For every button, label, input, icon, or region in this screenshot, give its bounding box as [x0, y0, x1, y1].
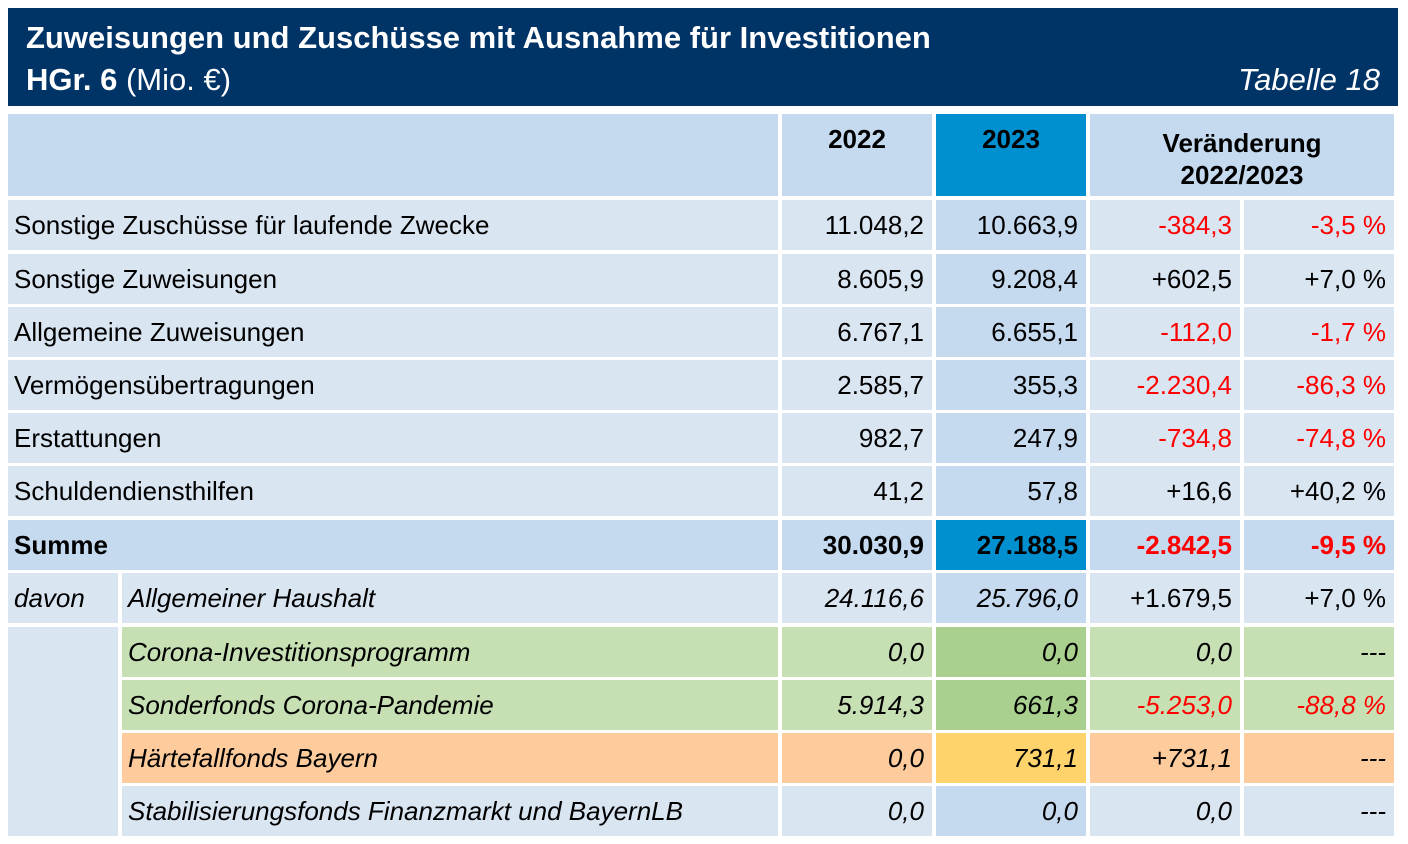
title: Zuweisungen und Zuschüsse mit Ausnahme f…: [26, 20, 931, 55]
row-label: Sonderfonds Corona-Pandemie: [122, 680, 778, 730]
value-cell: 0,0: [1090, 786, 1240, 836]
value-cell: -384,3: [1090, 200, 1240, 250]
row-label: Stabilisierungsfonds Finanzmarkt und Bay…: [122, 786, 778, 836]
value-cell: 247,9: [936, 413, 1086, 463]
value-cell: 24.116,6: [782, 573, 932, 623]
value-cell: 25.796,0: [936, 573, 1086, 623]
value-cell: 57,8: [936, 466, 1086, 516]
value-cell: 731,1: [936, 733, 1086, 783]
row-label: Schuldendiensthilfen: [8, 466, 778, 516]
subtitle: HGr. 6 (Mio. €): [26, 62, 231, 98]
value-cell: -86,3 %: [1244, 360, 1394, 410]
value-cell: 41,2: [782, 466, 932, 516]
davon-spacer: [8, 627, 118, 836]
value-cell: 9.208,4: [936, 254, 1086, 304]
value-cell: +40,2 %: [1244, 466, 1394, 516]
value-cell: ---: [1244, 786, 1394, 836]
value-cell: -3,5 %: [1244, 200, 1394, 250]
value-cell: 2.585,7: [782, 360, 932, 410]
table-number: Tabelle 18: [1238, 62, 1380, 97]
value-cell: 27.188,5: [936, 520, 1086, 570]
value-cell: 8.605,9: [782, 254, 932, 304]
row-label: Sonstige Zuschüsse für laufende Zwecke: [8, 200, 778, 250]
value-cell: 10.663,9: [936, 200, 1086, 250]
value-cell: 30.030,9: [782, 520, 932, 570]
value-cell: 0,0: [782, 733, 932, 783]
value-cell: -5.253,0: [1090, 680, 1240, 730]
value-cell: -2.230,4: [1090, 360, 1240, 410]
value-cell: +602,5: [1090, 254, 1240, 304]
value-cell: 0,0: [1090, 627, 1240, 677]
group: HGr. 6: [26, 62, 118, 97]
value-cell: -9,5 %: [1244, 520, 1394, 570]
value-cell: 0,0: [936, 627, 1086, 677]
value-cell: 982,7: [782, 413, 932, 463]
value-cell: ---: [1244, 627, 1394, 677]
value-cell: 6.767,1: [782, 307, 932, 357]
header-cell: [8, 114, 778, 196]
column-header-line: 2022/2023: [1180, 160, 1304, 190]
value-cell: +7,0 %: [1244, 573, 1394, 623]
value-cell: 0,0: [936, 786, 1086, 836]
value-cell: 5.914,3: [782, 680, 932, 730]
value-cell: 11.048,2: [782, 200, 932, 250]
row-label: Allgemeiner Haushalt: [122, 573, 778, 623]
value-cell: 355,3: [936, 360, 1086, 410]
unit: (Mio. €): [125, 62, 232, 97]
table-header: Zuweisungen und Zuschüsse mit Ausnahme f…: [8, 8, 1398, 106]
row-label: Summe: [8, 520, 778, 570]
row-label: Corona-Investitionsprogramm: [122, 627, 778, 677]
value-cell: -2.842,5: [1090, 520, 1240, 570]
column-header: Veränderung 2022/2023: [1090, 114, 1394, 196]
row-label: Vermögensübertragungen: [8, 360, 778, 410]
value-cell: -734,8: [1090, 413, 1240, 463]
value-cell: 0,0: [782, 786, 932, 836]
value-cell: -1,7 %: [1244, 307, 1394, 357]
value-cell: +1.679,5: [1090, 573, 1240, 623]
value-cell: +731,1: [1090, 733, 1240, 783]
value-cell: ---: [1244, 733, 1394, 783]
row-label: Allgemeine Zuweisungen: [8, 307, 778, 357]
value-cell: -88,8 %: [1244, 680, 1394, 730]
value-cell: 0,0: [782, 627, 932, 677]
row-label: Sonstige Zuweisungen: [8, 254, 778, 304]
row-label: Erstattungen: [8, 413, 778, 463]
value-cell: -74,8 %: [1244, 413, 1394, 463]
value-cell: +7,0 %: [1244, 254, 1394, 304]
value-cell: +16,6: [1090, 466, 1240, 516]
column-header-line: Veränderung: [1162, 128, 1322, 158]
column-header: 2022: [782, 114, 932, 196]
value-cell: 6.655,1: [936, 307, 1086, 357]
value-cell: -112,0: [1090, 307, 1240, 357]
value-cell: 661,3: [936, 680, 1086, 730]
row-label: Härtefallfonds Bayern: [122, 733, 778, 783]
davon-label: davon: [8, 573, 118, 623]
column-header: 2023: [936, 114, 1086, 196]
